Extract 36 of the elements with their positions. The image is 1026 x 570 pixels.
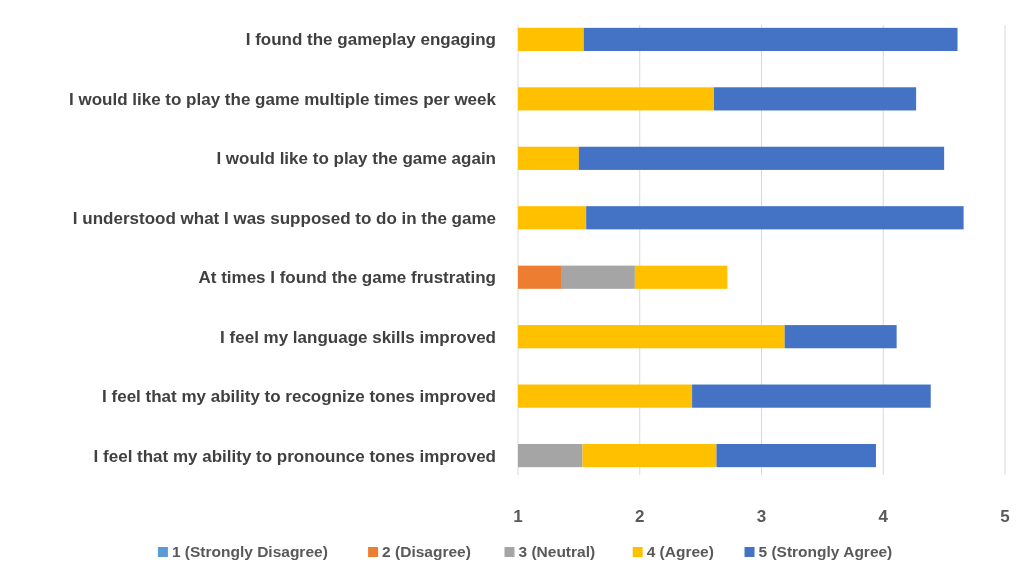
y-tick-label: At times I found the game frustrating [198,268,496,288]
y-tick-label: I feel that my ability to recognize tones improved [102,387,496,407]
bar [561,265,635,289]
x-tick-label: 2 [635,507,645,526]
bar [518,384,693,408]
bar [784,325,897,349]
bar [518,87,715,111]
x-tick-label: 3 [756,507,767,526]
x-tick-label: 1 [513,507,523,526]
legend-label: 5 (Strongly Agree) [758,543,893,560]
bar [518,443,583,468]
legend-label: 1 (Strongly Disagree) [171,543,328,560]
x-tick-label: 4 [878,507,889,526]
bar [692,384,931,408]
bar [518,206,587,230]
bar [634,265,728,289]
legend-label: 4 (Agree) [646,543,714,560]
y-tick-label: I feel my language skills improved [220,327,496,347]
y-tick-label: I would like to play the game again [216,149,496,169]
y-tick-label: I would like to play the game multiple times per week [68,89,497,109]
bar [518,325,785,349]
y-tick-label: I understood what I was supposed to do in the game [72,208,496,228]
bar [714,87,917,111]
legend-label: 3 (Neutral) [518,543,596,560]
bar [578,146,945,170]
bar [518,146,579,170]
bar [583,27,958,52]
x-tick-label: 5 [1000,507,1010,526]
bar [518,265,562,289]
legend-label: 2 (Disagree) [382,543,471,560]
bar [716,443,876,468]
y-tick-label: I found the gameplay engaging [245,30,496,50]
bar [518,27,584,52]
bar [582,443,717,468]
y-tick-label: I feel that my ability to pronounce tones improved [93,446,496,466]
bar [586,206,964,230]
